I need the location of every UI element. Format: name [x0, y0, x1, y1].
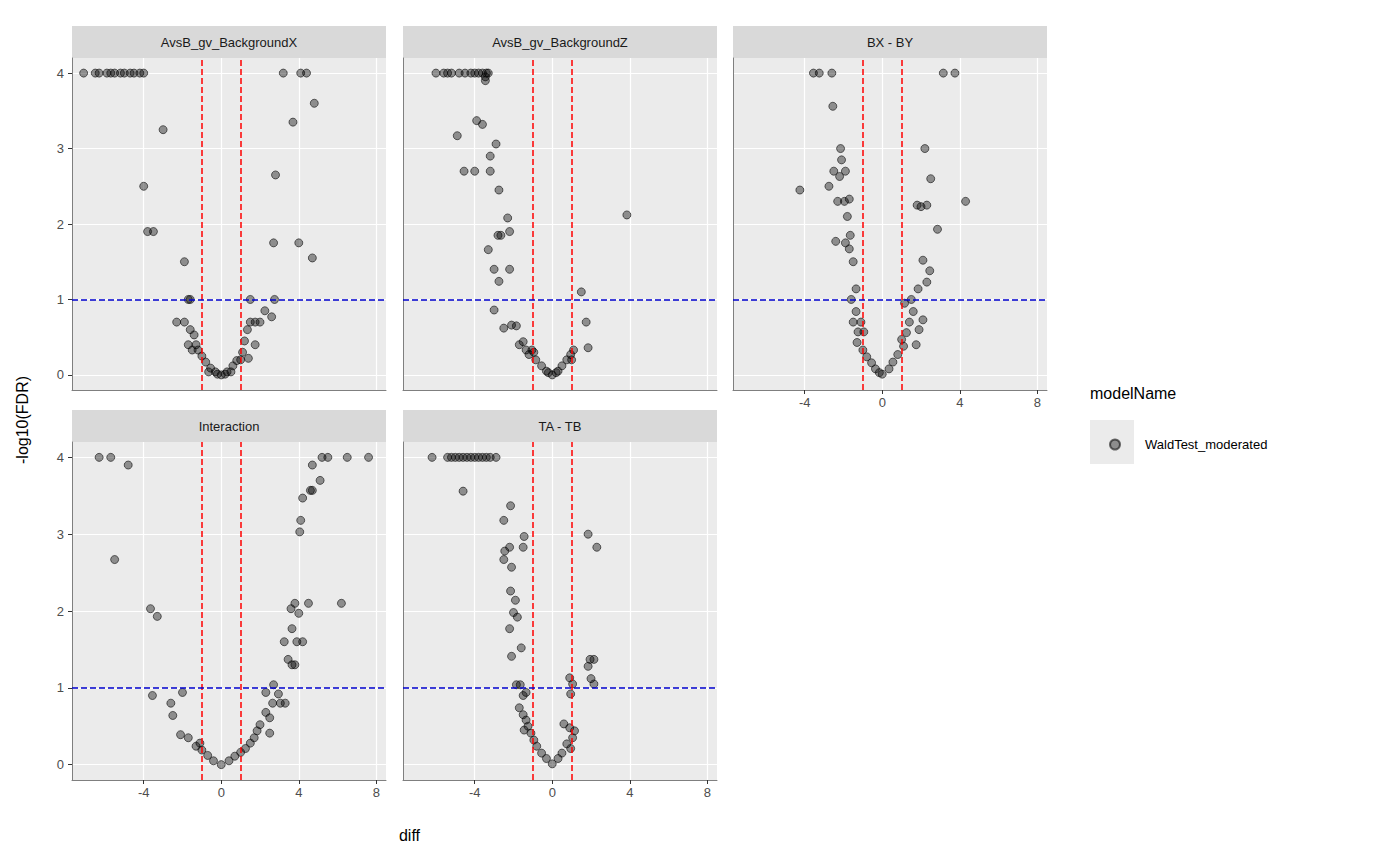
svg-text:8: 8 — [1034, 395, 1041, 410]
svg-text:0: 0 — [218, 785, 225, 800]
svg-text:WaldTest_moderated: WaldTest_moderated — [1145, 437, 1267, 452]
svg-text:diff: diff — [399, 827, 421, 844]
svg-text:BX - BY: BX - BY — [867, 35, 914, 50]
svg-text:1: 1 — [57, 680, 64, 695]
svg-text:-4: -4 — [138, 785, 150, 800]
svg-text:1: 1 — [57, 292, 64, 307]
svg-text:AvsB_gv_BackgroundX: AvsB_gv_BackgroundX — [161, 35, 298, 50]
svg-text:4: 4 — [295, 785, 302, 800]
svg-text:-4: -4 — [469, 785, 481, 800]
svg-text:2: 2 — [57, 217, 64, 232]
svg-text:Interaction: Interaction — [199, 419, 260, 434]
svg-text:0: 0 — [549, 785, 556, 800]
svg-text:3: 3 — [57, 141, 64, 156]
svg-text:3: 3 — [57, 527, 64, 542]
svg-text:0: 0 — [57, 757, 64, 772]
svg-text:AvsB_gv_BackgroundZ: AvsB_gv_BackgroundZ — [492, 35, 628, 50]
svg-text:4: 4 — [57, 450, 64, 465]
svg-text:modelName: modelName — [1090, 385, 1176, 402]
svg-text:2: 2 — [57, 604, 64, 619]
svg-text:TA - TB: TA - TB — [539, 419, 582, 434]
svg-text:0: 0 — [879, 395, 886, 410]
svg-text:-log10(FDR): -log10(FDR) — [14, 376, 31, 464]
svg-text:4: 4 — [956, 395, 963, 410]
svg-text:4: 4 — [626, 785, 633, 800]
svg-text:8: 8 — [373, 785, 380, 800]
svg-text:0: 0 — [57, 367, 64, 382]
svg-text:4: 4 — [57, 66, 64, 81]
svg-text:8: 8 — [704, 785, 711, 800]
svg-text:-4: -4 — [799, 395, 811, 410]
